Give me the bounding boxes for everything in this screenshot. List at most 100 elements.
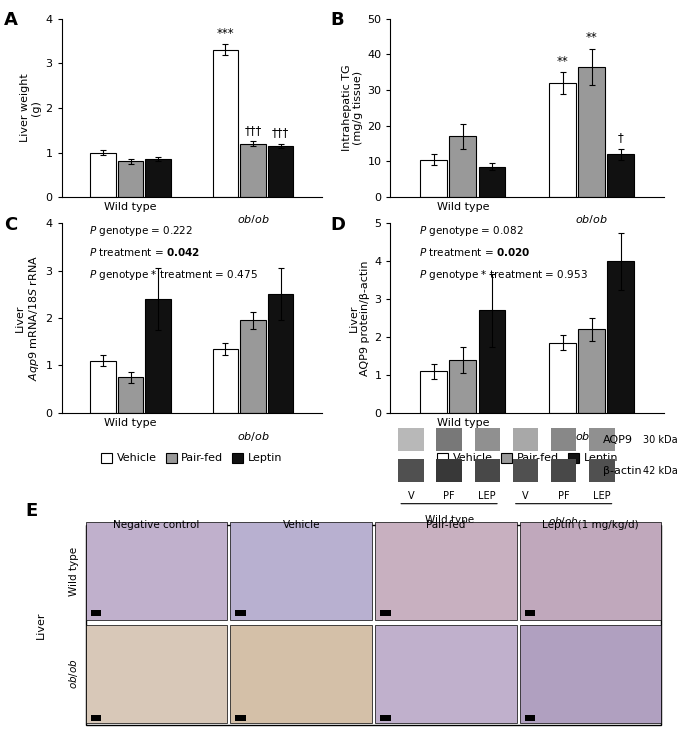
- Bar: [589, 429, 614, 452]
- Text: Wild type: Wild type: [425, 516, 473, 525]
- Bar: [520, 522, 662, 620]
- Bar: [230, 522, 372, 620]
- Bar: [118, 161, 143, 197]
- Bar: [380, 716, 390, 721]
- Bar: [240, 321, 266, 413]
- Y-axis label: Liver weight
(g): Liver weight (g): [20, 74, 41, 142]
- Text: A: A: [4, 11, 18, 30]
- Text: Negative control: Negative control: [114, 520, 200, 530]
- Text: $P$ genotype * treatment = 0.475: $P$ genotype * treatment = 0.475: [89, 268, 258, 282]
- Bar: [551, 459, 576, 482]
- Bar: [268, 295, 293, 413]
- Text: †††: †††: [245, 124, 262, 137]
- Bar: [436, 459, 462, 482]
- Bar: [90, 716, 101, 721]
- Bar: [375, 522, 516, 620]
- Text: PF: PF: [443, 490, 455, 501]
- Bar: [578, 330, 606, 413]
- Bar: [86, 625, 227, 723]
- Text: Wild type: Wild type: [68, 547, 79, 596]
- Bar: [589, 459, 614, 482]
- Bar: [398, 459, 423, 482]
- Bar: [235, 716, 246, 721]
- Bar: [375, 625, 516, 723]
- Bar: [513, 429, 538, 452]
- Bar: [479, 167, 506, 197]
- Text: β-actin: β-actin: [603, 466, 642, 476]
- Y-axis label: Intrahepatic TG
(mg/g tissue): Intrahepatic TG (mg/g tissue): [342, 65, 363, 151]
- Bar: [475, 429, 500, 452]
- Text: $P$ genotype = 0.082: $P$ genotype = 0.082: [419, 224, 524, 238]
- Bar: [118, 377, 143, 413]
- Text: LEP: LEP: [593, 490, 611, 501]
- Bar: [230, 625, 372, 723]
- Bar: [578, 67, 606, 197]
- Text: 30 kDa: 30 kDa: [643, 435, 677, 445]
- Text: V: V: [408, 490, 414, 501]
- Text: †††: †††: [272, 126, 289, 139]
- Text: V: V: [522, 490, 529, 501]
- Text: AQP9: AQP9: [603, 435, 633, 445]
- Y-axis label: Liver
$Aqp9$ mRNA/$18S$ rRNA: Liver $Aqp9$ mRNA/$18S$ rRNA: [15, 255, 41, 381]
- Bar: [549, 83, 576, 197]
- Text: B: B: [330, 11, 344, 30]
- Text: LEP: LEP: [479, 490, 496, 501]
- Text: $P$ treatment = $\bf{0.042}$: $P$ treatment = $\bf{0.042}$: [89, 246, 200, 258]
- Bar: [235, 610, 246, 616]
- Text: $ob/ob$: $ob/ob$: [575, 214, 608, 226]
- Text: $P$ genotype * treatment = 0.953: $P$ genotype * treatment = 0.953: [419, 268, 588, 282]
- Text: 42 kDa: 42 kDa: [643, 466, 677, 476]
- Y-axis label: Liver
AQP9 protein/β-actin: Liver AQP9 protein/β-actin: [349, 260, 370, 376]
- Text: PF: PF: [558, 490, 569, 501]
- Text: D: D: [330, 216, 345, 234]
- Text: $ob/ob$: $ob/ob$: [236, 214, 269, 226]
- Bar: [240, 144, 266, 197]
- Bar: [268, 146, 293, 197]
- Bar: [608, 261, 634, 413]
- Bar: [86, 522, 227, 620]
- Text: Pair-fed: Pair-fed: [426, 520, 466, 530]
- Text: **: **: [586, 31, 598, 45]
- Bar: [90, 610, 101, 616]
- Text: $ob/ob$: $ob/ob$: [575, 430, 608, 443]
- Text: E: E: [25, 502, 38, 520]
- Bar: [421, 160, 447, 197]
- Text: Vehicle: Vehicle: [282, 520, 320, 530]
- Bar: [479, 310, 506, 413]
- Bar: [436, 429, 462, 452]
- Text: $ob/ob$: $ob/ob$: [548, 516, 579, 528]
- Bar: [549, 343, 576, 413]
- Bar: [525, 610, 536, 616]
- Text: **: **: [557, 55, 569, 68]
- Text: $P$ genotype = 0.222: $P$ genotype = 0.222: [89, 224, 193, 238]
- Legend: Vehicle, Pair-fed, Leptin: Vehicle, Pair-fed, Leptin: [437, 452, 618, 464]
- Bar: [449, 136, 477, 197]
- Bar: [475, 459, 500, 482]
- Bar: [421, 371, 447, 413]
- Bar: [380, 610, 390, 616]
- Bar: [212, 349, 238, 413]
- Bar: [145, 159, 171, 197]
- Text: †: †: [618, 132, 624, 144]
- Bar: [90, 153, 116, 197]
- Legend: Vehicle, Pair-fed, Leptin: Vehicle, Pair-fed, Leptin: [101, 452, 282, 464]
- Bar: [398, 429, 423, 452]
- Bar: [513, 459, 538, 482]
- Bar: [449, 360, 477, 413]
- Text: C: C: [4, 216, 18, 234]
- Text: Liver: Liver: [36, 612, 45, 638]
- Bar: [608, 154, 634, 197]
- Bar: [145, 299, 171, 413]
- Legend: Vehicle, Pair-fed, Leptin: Vehicle, Pair-fed, Leptin: [437, 235, 618, 246]
- Text: $ob/ob$: $ob/ob$: [236, 430, 269, 443]
- Text: $ob/ob$: $ob/ob$: [67, 658, 80, 690]
- Bar: [525, 716, 536, 721]
- Text: $P$ treatment = $\bf{0.020}$: $P$ treatment = $\bf{0.020}$: [419, 246, 531, 258]
- Text: ***: ***: [216, 27, 234, 40]
- Bar: [90, 361, 116, 413]
- Bar: [551, 429, 576, 452]
- Bar: [520, 625, 662, 723]
- Bar: [212, 50, 238, 197]
- Legend: Vehicle, Pair-fed, Leptin: Vehicle, Pair-fed, Leptin: [101, 235, 282, 246]
- Text: Leptin (1 mg/kg/d): Leptin (1 mg/kg/d): [543, 520, 639, 530]
